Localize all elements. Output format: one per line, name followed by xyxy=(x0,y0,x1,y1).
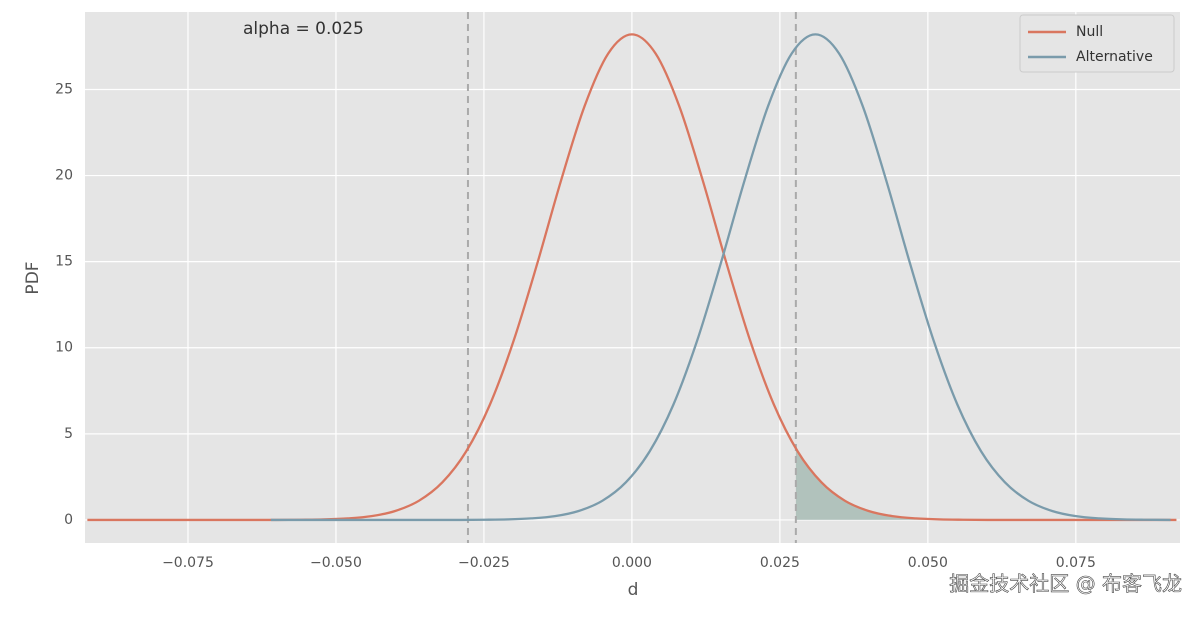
x-tick-label: −0.025 xyxy=(458,555,510,571)
x-tick-label: 0.075 xyxy=(1056,555,1096,571)
x-axis-label: d xyxy=(628,580,639,600)
y-tick-label: 15 xyxy=(55,254,73,270)
rejection-area xyxy=(795,447,1177,520)
annotation: alpha = 0.025 xyxy=(243,19,364,39)
series-line xyxy=(270,33,1171,522)
legend-label: Alternative xyxy=(1076,49,1153,65)
x-tick-label: 0.000 xyxy=(612,555,652,571)
y-tick-label: 25 xyxy=(55,81,73,97)
x-tick-label: −0.075 xyxy=(162,555,214,571)
y-tick-label: 0 xyxy=(64,512,73,528)
x-tick-label: −0.050 xyxy=(310,555,362,571)
x-tick-label: 0.025 xyxy=(760,555,800,571)
y-axis-label: PDF xyxy=(23,261,43,294)
legend-label: Null xyxy=(1076,24,1103,40)
watermark: 掘金技术社区 @ 布客飞龙 xyxy=(949,572,1182,596)
y-tick-label: 20 xyxy=(55,168,73,184)
y-tick-label: 5 xyxy=(64,426,73,442)
x-tick-label: 0.050 xyxy=(908,555,948,571)
y-tick-label: 10 xyxy=(55,340,73,356)
